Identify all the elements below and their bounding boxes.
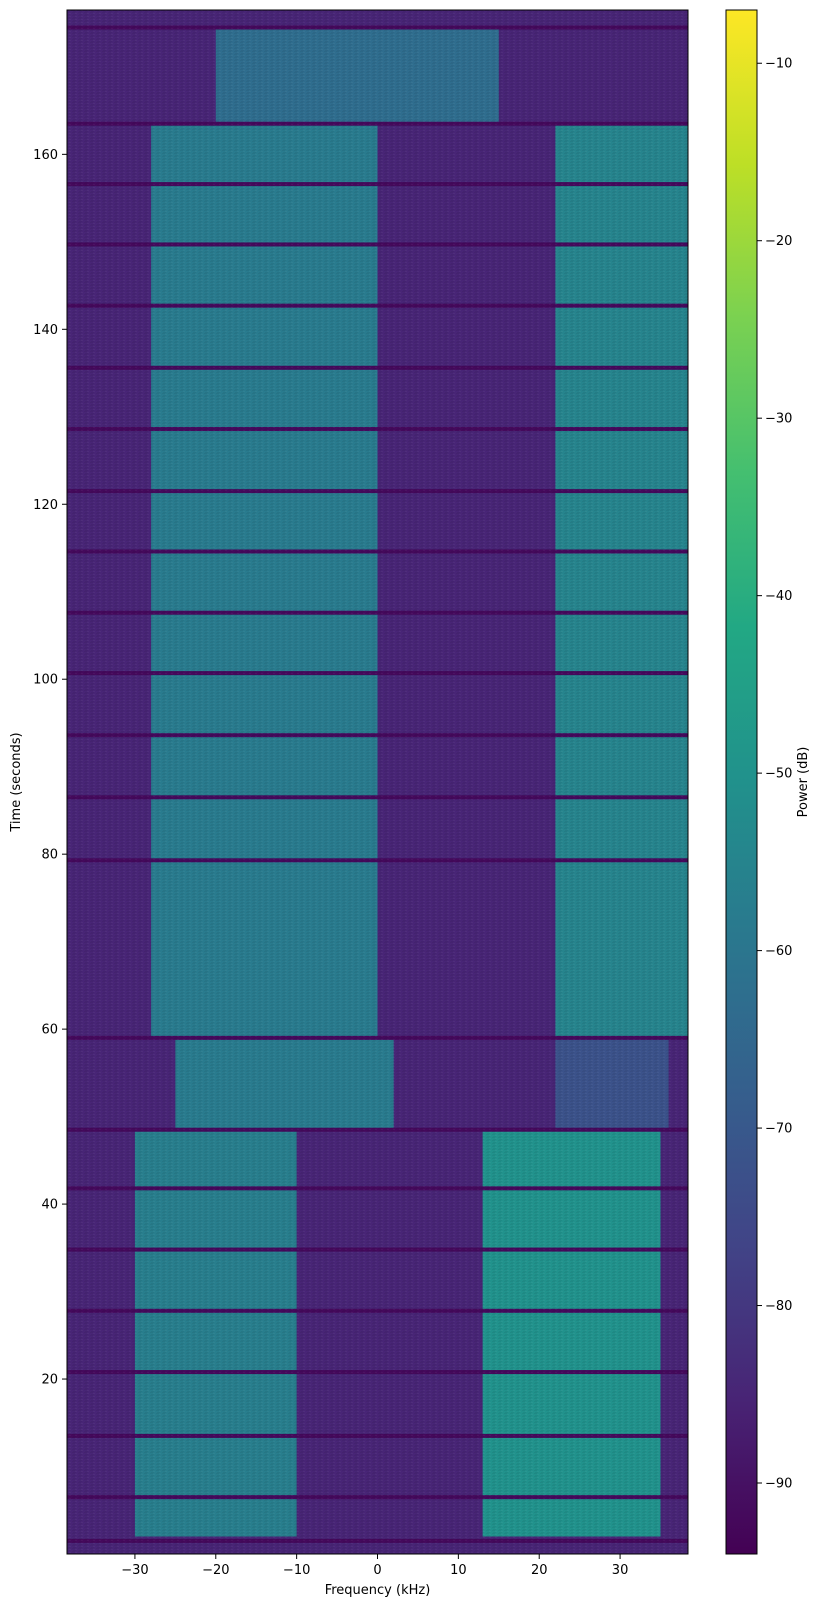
x-axis: −30 −20 −10 0 10 20 30 (121, 1554, 628, 1578)
x-tick-label: 10 (450, 1563, 467, 1578)
colorbar-tick-label: −20 (765, 234, 792, 249)
colorbar-tick-label: −90 (765, 1477, 792, 1492)
colorbar-axis: −90 −80 −70 −60 −50 −40 −30 −20 −10 (757, 57, 792, 1492)
x-tick-label: −30 (121, 1563, 148, 1578)
y-tick-label: 140 (33, 323, 58, 338)
heatmap-texture (67, 10, 688, 1554)
y-axis-label: Time (seconds) (9, 732, 24, 832)
y-tick-label: 20 (41, 1373, 58, 1388)
colorbar-tick-label: −50 (765, 767, 792, 782)
colorbar-tick-label: −40 (765, 589, 792, 604)
colorbar-label: Power (dB) (796, 747, 811, 818)
x-tick-label: −20 (202, 1563, 229, 1578)
colorbar-tick-label: −30 (765, 412, 792, 427)
y-tick-label: 120 (33, 498, 58, 513)
x-axis-label: Frequency (kHz) (325, 1583, 431, 1598)
y-tick-label: 40 (41, 1198, 58, 1213)
colorbar (726, 10, 757, 1554)
y-axis: 20 40 60 80 100 120 140 160 (33, 148, 67, 1388)
x-tick-label: 20 (531, 1563, 548, 1578)
x-tick-label: −10 (283, 1563, 310, 1578)
y-tick-label: 160 (33, 148, 58, 163)
y-tick-label: 80 (41, 848, 58, 863)
colorbar-tick-label: −60 (765, 944, 792, 959)
y-tick-label: 100 (33, 673, 58, 688)
colorbar-tick-label: −80 (765, 1299, 792, 1314)
colorbar-tick-label: −70 (765, 1122, 792, 1137)
x-tick-label: 0 (373, 1563, 381, 1578)
x-tick-label: 30 (612, 1563, 629, 1578)
colorbar-tick-label: −10 (765, 57, 792, 72)
y-tick-label: 60 (41, 1023, 58, 1038)
colorbar-frame (725, 9, 758, 1555)
